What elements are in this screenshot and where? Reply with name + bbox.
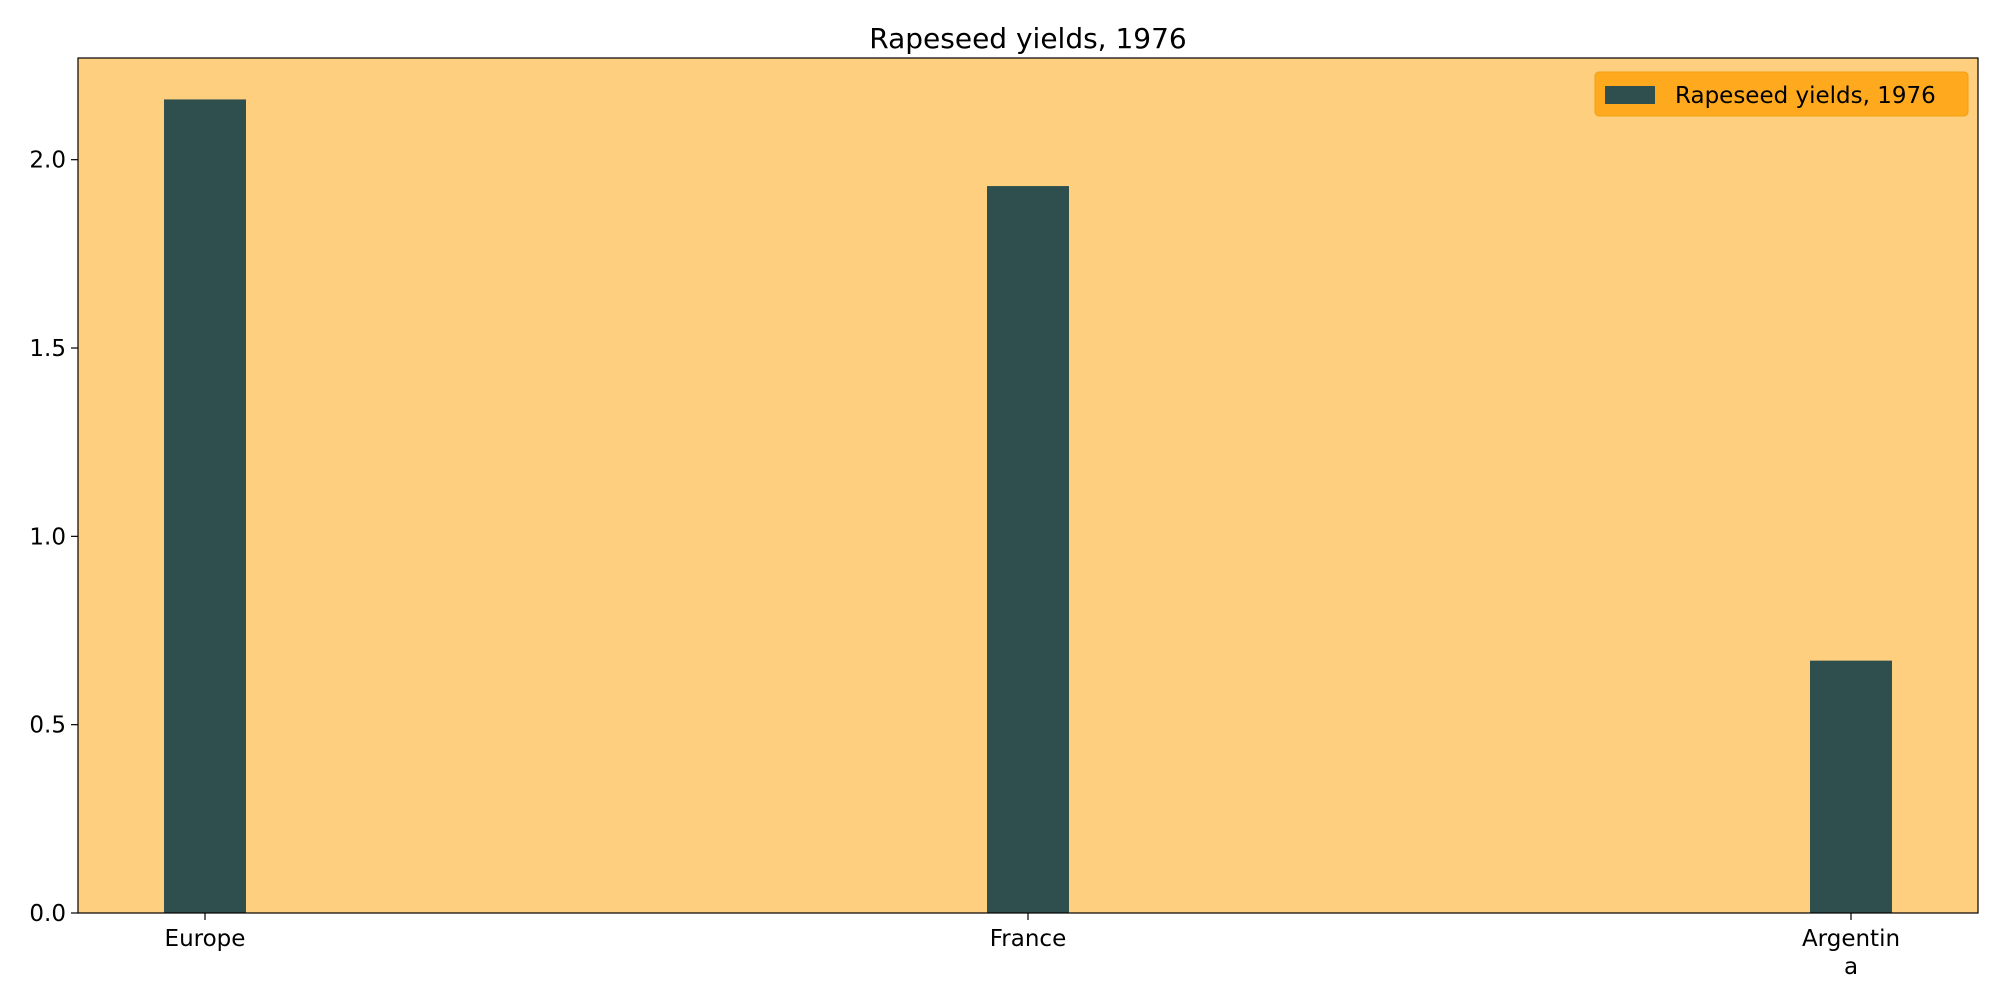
- legend: Rapeseed yields, 1976: [1594, 71, 1969, 117]
- legend-label: Rapeseed yields, 1976: [1675, 83, 1936, 109]
- y-tick-label: 2.0: [29, 148, 66, 174]
- y-tick-label: 0.0: [29, 901, 66, 927]
- bars-group: [164, 99, 1892, 914]
- bar: [164, 99, 246, 914]
- x-axis: Europe France Argentin a: [165, 913, 1900, 980]
- bar: [987, 186, 1069, 914]
- y-axis: 0.0 0.5 1.0 1.5 2.0: [29, 148, 78, 927]
- plot-frame: [77, 57, 1979, 914]
- x-tick-label: France: [990, 926, 1066, 952]
- x-tick-label: Europe: [165, 926, 246, 952]
- y-tick-label: 1.0: [29, 524, 66, 550]
- bar: [1810, 660, 1892, 913]
- y-tick-label: 0.5: [29, 713, 66, 739]
- legend-swatch: [1605, 86, 1655, 104]
- y-tick-label: 1.5: [29, 336, 66, 362]
- chart-title: Rapeseed yields, 1976: [869, 22, 1187, 55]
- x-tick-label: Argentin a: [1802, 926, 1900, 980]
- legend-box: [1594, 71, 1969, 117]
